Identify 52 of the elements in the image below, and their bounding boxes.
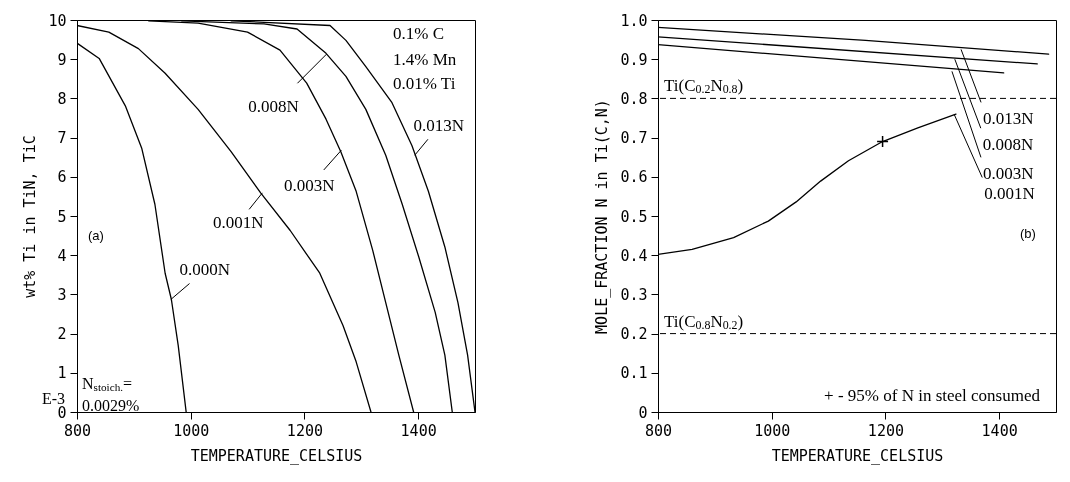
annotation: + - 95% of N in steel consumed [824, 386, 1041, 405]
annotation: 0.003N [284, 176, 335, 196]
y-axis-title: wt% Ti in TiN, TiC [21, 135, 40, 298]
x-tick-label: 1400 [400, 421, 437, 440]
y-tick-label: 0.6 [620, 168, 648, 187]
y-tick-label: 9 [57, 50, 67, 69]
annotation: 1.4% Mn [393, 50, 457, 69]
y-tick-label: 0.9 [620, 50, 648, 69]
y-tick-label: 0.2 [620, 325, 648, 344]
y-tick-label: 0.5 [620, 207, 648, 226]
annotation: 0.1% C [393, 24, 444, 43]
y-tick-label: 8 [57, 89, 67, 108]
annotation: 0.000N [179, 260, 231, 280]
annotation: 0.008N [982, 135, 1034, 155]
x-tick-label: 1400 [981, 421, 1018, 440]
y-tick-label: 0 [638, 403, 648, 422]
y-tick-label: 2 [57, 325, 67, 344]
annotation: 0.013N [413, 116, 464, 136]
y-tick-label: 0.3 [620, 285, 648, 304]
x-axis-title: TEMPERATURE_CELSIUS [190, 446, 363, 465]
y-tick-label: 3 [57, 285, 67, 304]
y-tick-label: 5 [57, 207, 67, 226]
y-tick-label: 1 [57, 364, 67, 383]
annotation: 0.001N [984, 184, 1035, 204]
x-tick-label: 1000 [754, 421, 791, 440]
x-tick-label: 800 [63, 421, 92, 440]
y-tick-label: 4 [57, 246, 67, 265]
annotation: 0.001N [213, 212, 264, 232]
annotation: N$_{stoich.}$= [82, 375, 133, 394]
annotation: 0.01% Ti [393, 74, 456, 93]
x-axis-title: TEMPERATURE_CELSIUS [771, 446, 944, 465]
y-tick-label: 10 [48, 11, 67, 30]
x-tick-label: 1200 [286, 421, 323, 440]
ref-line-label: Ti(C$_{0.2}$N$_{0.8}$) [664, 76, 744, 97]
y-tick-label: 7 [57, 129, 67, 148]
y-tick-label: 1.0 [620, 11, 648, 30]
ref-line-label: Ti(C$_{0.8}$N$_{0.2}$) [664, 311, 744, 332]
x-tick-label: 800 [644, 421, 673, 440]
y-axis-title: MOLE_FRACTION N in Ti(C,N) [593, 99, 612, 334]
annotation: 0.0029% [82, 397, 140, 414]
y-tick-label: 0.7 [620, 129, 648, 148]
annotation: 0.008N [248, 97, 299, 117]
y-tick-label: 0.1 [620, 364, 648, 383]
y-tick-label: 6 [57, 168, 67, 187]
x-tick-label: 1200 [867, 421, 904, 440]
y-tick-label: 0.8 [620, 89, 648, 108]
annotation: (b) [1020, 226, 1036, 241]
annotation: 0.013N [983, 109, 1034, 129]
annotation: (a) [88, 228, 104, 243]
y-tick-label: 0.4 [620, 246, 648, 265]
annotation: 0.003N [982, 164, 1034, 184]
x-tick-label: 1000 [173, 421, 210, 440]
